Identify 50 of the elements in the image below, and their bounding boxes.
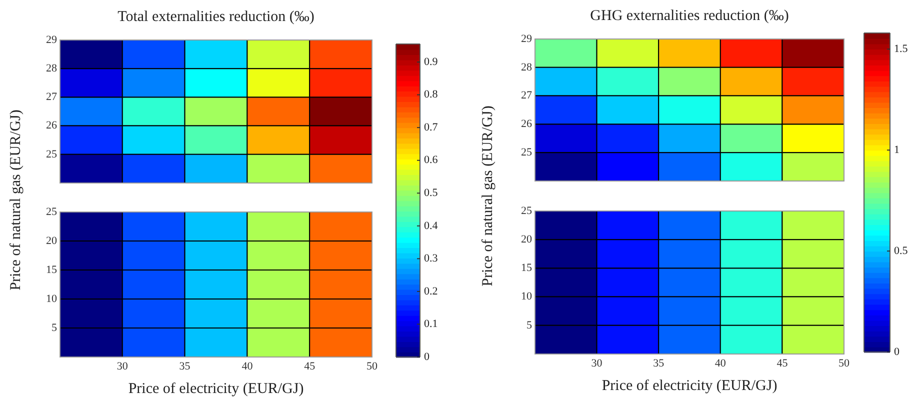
color-bar-label: 0.4 xyxy=(424,220,438,232)
y-tick-label: 20 xyxy=(46,234,58,247)
y-tick-label: 29 xyxy=(46,34,58,46)
y-axis-title: Price of natural gas (EUR/GJ) xyxy=(8,110,24,290)
color-bar-label: 0.2 xyxy=(424,285,438,298)
color-bar-label: 0.5 xyxy=(424,187,438,200)
x-tick-label: 45 xyxy=(776,357,788,370)
y-tick-label: 27 xyxy=(46,91,58,104)
y-tick-label: 25 xyxy=(521,204,532,217)
y-tick-label: 25 xyxy=(46,206,58,218)
color-bar-label: 0.8 xyxy=(424,88,438,101)
y-tick-label: 25 xyxy=(521,146,532,158)
y-axis-title: Price of natural gas (EUR/GJ) xyxy=(480,106,496,286)
x-tick-label: 50 xyxy=(366,360,378,372)
x-axis-title: Price of electricity (EUR/GJ) xyxy=(128,380,304,397)
x-tick-label: 30 xyxy=(591,357,603,370)
y-tick-label: 15 xyxy=(46,264,58,276)
y-tick-label: 28 xyxy=(521,61,532,74)
color-bar-label: 1.5 xyxy=(894,43,908,56)
chart-title: GHG externalities reduction (‰) xyxy=(590,8,789,24)
color-bar-label: 0.7 xyxy=(424,121,438,134)
y-tick-label: 26 xyxy=(46,120,58,132)
y-tick-label: 28 xyxy=(46,62,58,74)
x-tick-label: 40 xyxy=(714,357,726,370)
color-bar-label: 0.5 xyxy=(894,244,908,257)
color-bar-label: 0.3 xyxy=(424,252,438,265)
y-tick-label: 29 xyxy=(521,32,532,45)
x-tick-label: 35 xyxy=(179,360,191,372)
y-tick-label: 15 xyxy=(521,262,532,274)
x-tick-label: 35 xyxy=(653,357,665,370)
color-bar-label: 0.9 xyxy=(424,56,438,68)
color-bar-label: 0 xyxy=(894,346,900,358)
y-tick-label: 26 xyxy=(521,118,532,130)
x-tick-label: 40 xyxy=(242,360,254,372)
x-tick-label: 45 xyxy=(304,360,316,372)
color-bar-label: 0.1 xyxy=(424,318,438,330)
y-tick-label: 20 xyxy=(521,233,532,246)
y-tick-label: 27 xyxy=(521,90,532,102)
color-bar-label: 0 xyxy=(424,350,430,363)
x-tick-label: 30 xyxy=(116,360,128,372)
chart-title: Total externalities reduction (‰) xyxy=(118,8,314,25)
y-tick-label: 10 xyxy=(46,292,58,305)
y-tick-label: 5 xyxy=(52,322,58,334)
y-tick-label: 10 xyxy=(521,290,532,303)
color-bar-label: 1 xyxy=(894,144,900,156)
color-bar-label: 0.6 xyxy=(424,154,438,166)
x-axis-title: Price of electricity (EUR/GJ) xyxy=(602,378,778,394)
y-tick-label: 5 xyxy=(526,319,532,332)
x-tick-label: 50 xyxy=(838,357,850,370)
y-tick-label: 25 xyxy=(46,148,58,160)
